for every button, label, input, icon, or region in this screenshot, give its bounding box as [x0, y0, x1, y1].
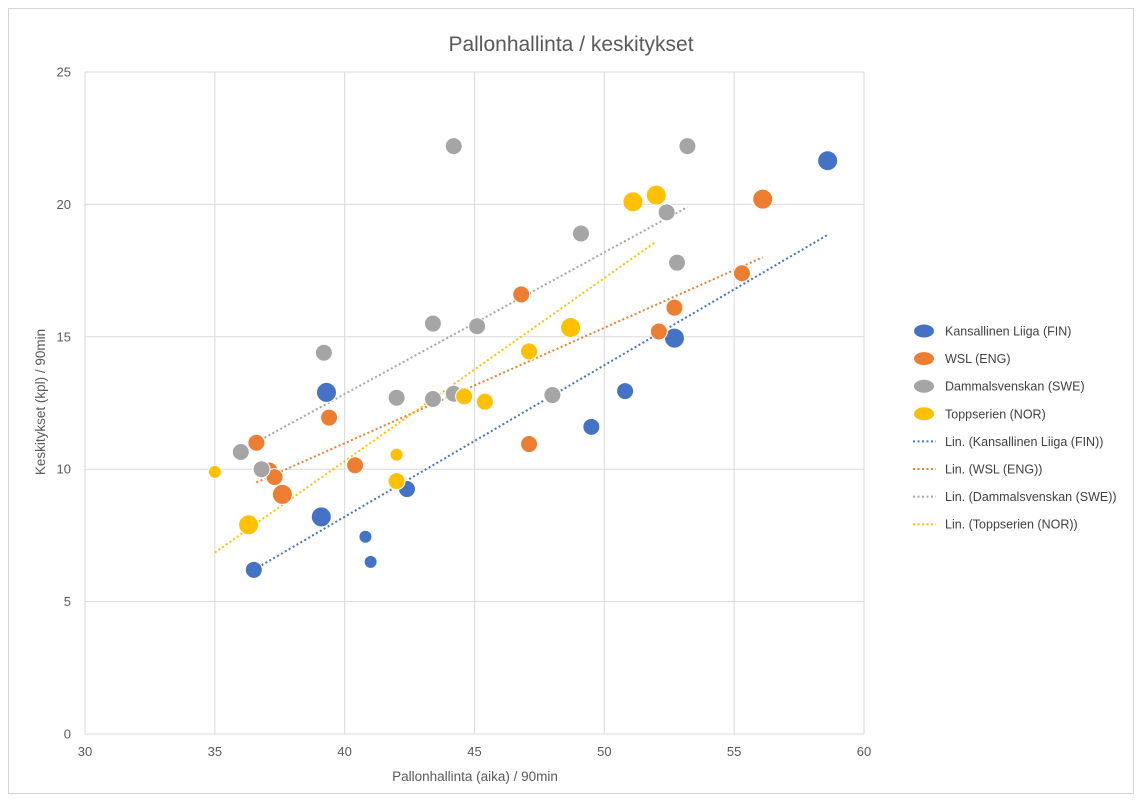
data-point [649, 322, 668, 341]
x-axis-label: Pallonhallinta (aika) / 90min [392, 769, 558, 784]
data-point [310, 506, 332, 528]
data-point [468, 317, 487, 336]
x-tick-label: 55 [727, 744, 741, 759]
data-point [247, 433, 266, 452]
data-point [315, 381, 337, 403]
data-point [616, 382, 635, 401]
data-point [252, 460, 271, 479]
x-tick-label: 40 [337, 744, 351, 759]
legend-trend-label: Lin. (Kansallinen Liiga (FIN)) [945, 435, 1103, 449]
y-tick-label: 20 [57, 197, 71, 212]
x-tick-label: 60 [857, 744, 871, 759]
data-point [543, 386, 562, 405]
data-point [668, 253, 687, 272]
data-point [732, 264, 751, 283]
data-point [444, 137, 463, 156]
data-point [752, 188, 774, 210]
data-point [817, 150, 839, 172]
data-point [520, 342, 539, 361]
legend-label: Toppserien (NOR) [945, 407, 1046, 421]
chart-title: Pallonhallinta / keskitykset [448, 33, 694, 56]
legend-marker [914, 324, 934, 338]
legend-label: WSL (ENG) [945, 352, 1011, 366]
data-point [560, 317, 582, 339]
data-point [244, 560, 263, 579]
x-tick-label: 45 [467, 744, 481, 759]
data-point [571, 224, 590, 243]
data-point [389, 447, 404, 462]
y-tick-label: 10 [57, 462, 71, 477]
data-point [665, 298, 684, 317]
data-point [238, 514, 260, 536]
trendline [255, 256, 764, 484]
y-axis-label: Keskitykset (kpl) / 90min [33, 329, 48, 475]
data-point [678, 137, 697, 156]
trendline [240, 206, 688, 452]
data-point [512, 285, 531, 304]
y-tick-label: 25 [57, 65, 71, 80]
data-point [314, 343, 333, 362]
data-point [657, 203, 676, 222]
legend-label: Kansallinen Liiga (FIN) [945, 325, 1071, 339]
data-point [582, 417, 601, 436]
trendlines [214, 206, 829, 571]
data-point [265, 468, 284, 487]
data-point [207, 464, 222, 479]
legend-marker [914, 379, 934, 393]
legend-marker [914, 407, 934, 421]
trendline [253, 233, 829, 571]
data-point [271, 483, 293, 505]
x-tick-label: 50 [597, 744, 611, 759]
tick-labels: 30 35 40 45 50 55 60 0 5 10 15 20 25 [57, 65, 872, 760]
legend-trend-label: Lin. (Dammalsvenskan (SWE)) [945, 490, 1117, 504]
data-point [231, 442, 250, 461]
legend-trend-label: Lin. (Toppserien (NOR)) [945, 518, 1078, 532]
legend-label: Dammalsvenskan (SWE) [945, 380, 1085, 394]
data-point [622, 191, 644, 213]
data-point [423, 390, 442, 409]
data-points [207, 137, 839, 579]
data-point [387, 388, 406, 407]
x-tick-label: 30 [78, 744, 92, 759]
data-point [346, 456, 365, 475]
legend-trend-label: Lin. (WSL (ENG)) [945, 463, 1042, 477]
y-tick-label: 15 [57, 329, 71, 344]
y-tick-label: 0 [64, 727, 71, 742]
data-point [645, 184, 667, 206]
data-point [387, 472, 406, 491]
y-tick-label: 5 [64, 594, 71, 609]
data-point [455, 387, 474, 406]
data-point [320, 408, 339, 427]
gridlines [84, 71, 865, 735]
chart-area: Pallonhallinta / keskitykset [8, 8, 1134, 794]
data-point [475, 392, 494, 411]
data-point [358, 529, 373, 544]
data-point [520, 435, 539, 454]
x-tick-label: 35 [208, 744, 222, 759]
legend: Kansallinen Liiga (FIN) WSL (ENG) Dammalsv… [913, 324, 1117, 532]
legend-marker [914, 352, 934, 366]
data-point [363, 554, 378, 569]
data-point [423, 314, 442, 333]
